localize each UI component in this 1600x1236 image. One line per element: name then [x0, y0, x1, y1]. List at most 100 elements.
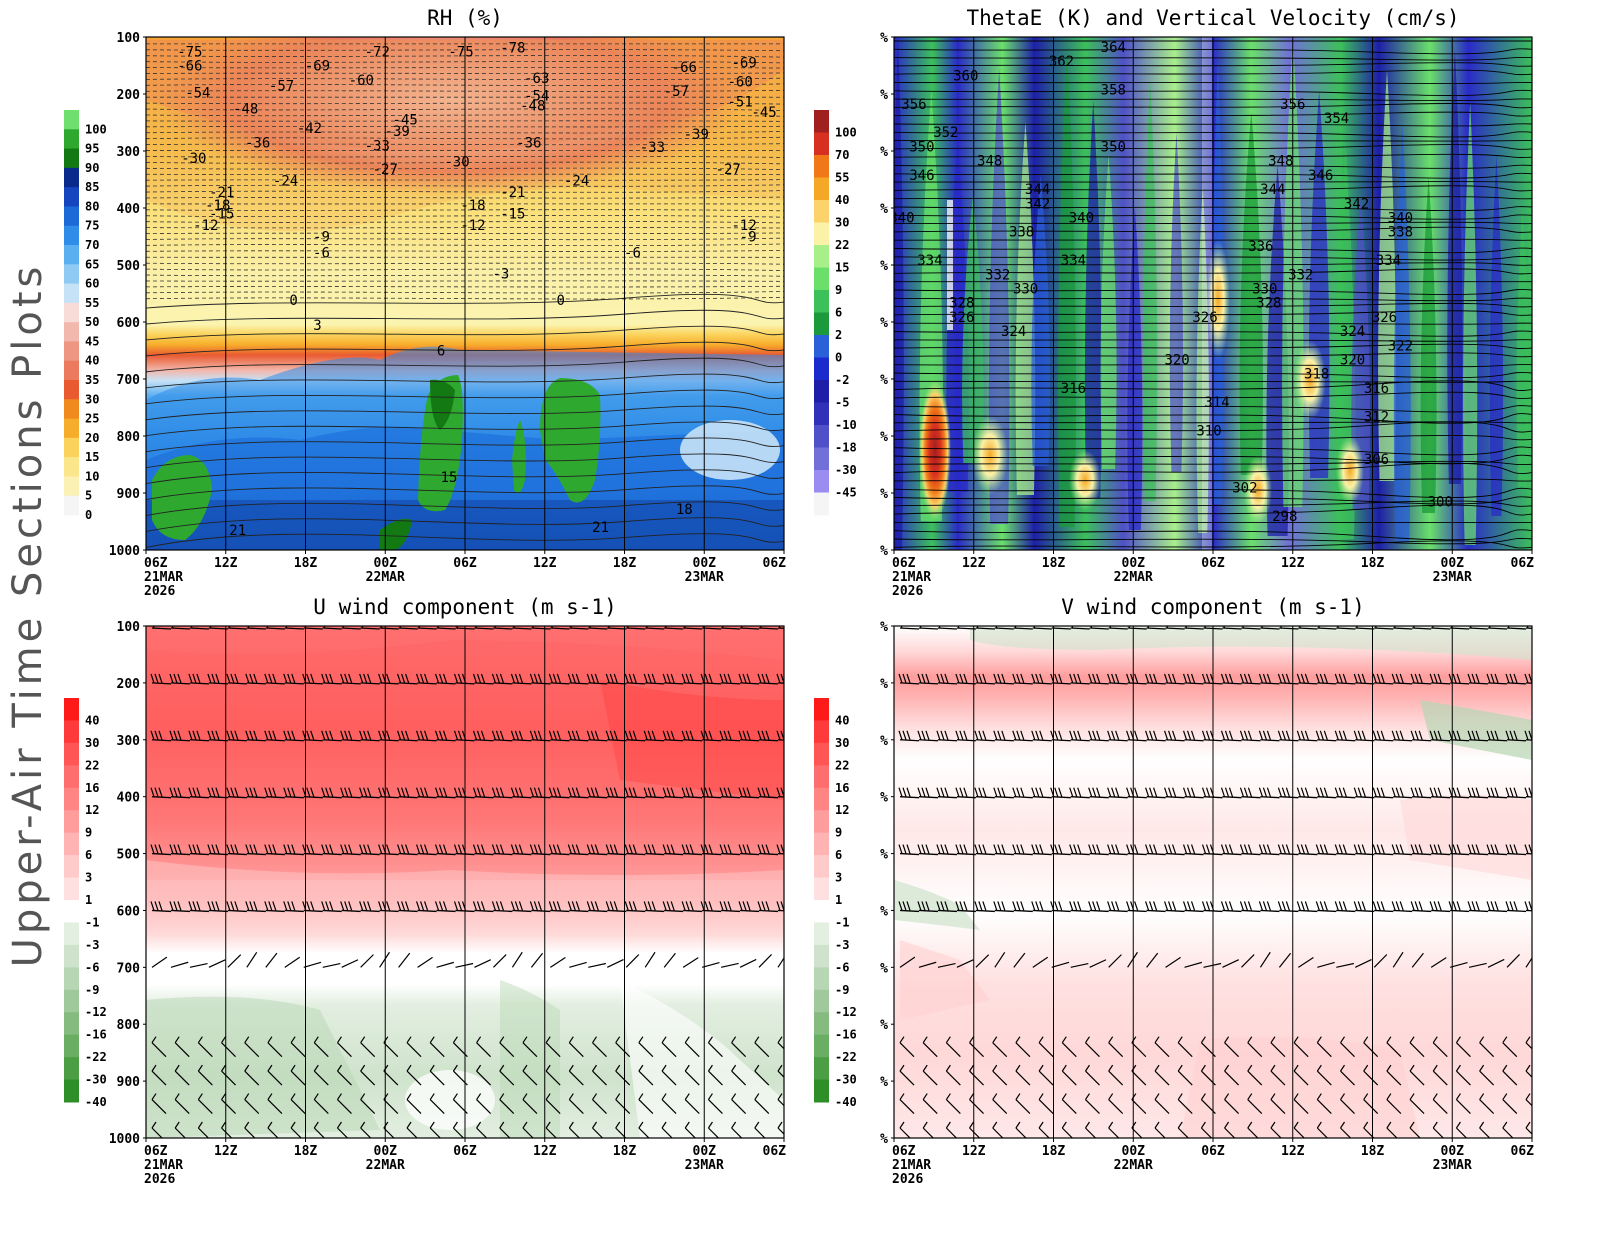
- barb-flag: [378, 730, 383, 740]
- wind-barb: [267, 1064, 283, 1086]
- barb-flag: [586, 844, 591, 854]
- barb-flag: [899, 1036, 905, 1043]
- barb-shaft: [1525, 682, 1532, 684]
- barb-shaft: [313, 1042, 329, 1058]
- barb-shaft: [545, 1127, 557, 1138]
- barb-flag: [1031, 901, 1036, 911]
- wind-barb: [1177, 1121, 1190, 1138]
- barb-flag: [537, 901, 542, 911]
- isentrope: [894, 446, 1532, 456]
- barb-flag: [268, 787, 273, 797]
- barb-flag: [707, 1064, 713, 1072]
- barb-shaft: [1165, 909, 1185, 913]
- barb-flag: [1039, 730, 1044, 740]
- contour-label: -69: [731, 56, 756, 72]
- barb-flag: [429, 1093, 435, 1100]
- wind-barb: [945, 1064, 961, 1086]
- barb-flag: [1281, 787, 1286, 797]
- wind-barb: [1432, 1093, 1448, 1114]
- wind-barb: [1448, 844, 1470, 856]
- wind-barb: [1277, 730, 1299, 742]
- barb-flag: [1149, 787, 1154, 797]
- barb-flag: [472, 673, 478, 684]
- barb-flag: [1220, 844, 1226, 854]
- colorbar-swatch: [814, 922, 829, 946]
- isentrope: [894, 352, 1532, 358]
- barb-flag: [761, 730, 766, 740]
- wind-barb: [955, 673, 976, 685]
- barb-flag: [434, 787, 440, 797]
- wind-barb: [899, 1064, 915, 1086]
- barb-flag: [245, 787, 250, 797]
- barb-flag: [518, 787, 523, 797]
- barb-flag: [1172, 901, 1177, 911]
- barb-shaft: [512, 909, 532, 913]
- wind-barb: [453, 730, 475, 742]
- wind-barb: [472, 787, 494, 799]
- wind-barb: [701, 961, 720, 968]
- colorbar-swatch: [64, 399, 79, 420]
- wind-barb: [739, 958, 757, 968]
- barb-flag: [955, 844, 960, 854]
- barb-flag: [1012, 901, 1017, 911]
- barb-flag: [1015, 1093, 1021, 1100]
- barb-flag: [382, 901, 387, 911]
- wind-barb: [1201, 901, 1223, 913]
- barb-flag: [192, 673, 197, 684]
- barb-shaft: [607, 627, 627, 630]
- barb-shaft: [151, 1127, 163, 1138]
- colorbar-swatch: [814, 765, 829, 789]
- barb-flag: [302, 730, 307, 740]
- colorbar-label: 12: [835, 803, 849, 817]
- barb-shaft: [607, 796, 627, 799]
- wind-barb: [643, 787, 665, 799]
- barb-shaft: [1089, 739, 1109, 742]
- barb-flag: [420, 730, 425, 740]
- wind-barb: [499, 1121, 511, 1138]
- wind-barb: [1164, 673, 1185, 685]
- x-tick-date: 22MAR: [1114, 570, 1153, 585]
- barb-flag: [955, 673, 960, 684]
- barb-shaft: [663, 952, 676, 968]
- dashed-isotherm: [146, 155, 784, 158]
- barb-flag: [1471, 844, 1476, 854]
- barb-flag: [196, 673, 201, 684]
- barb-flag: [1380, 844, 1385, 854]
- wind-barb: [1391, 730, 1413, 742]
- barb-flag: [154, 787, 159, 797]
- colorbar-label: 40: [85, 713, 99, 727]
- colorbar-swatch: [814, 470, 829, 493]
- barb-flag: [777, 1064, 783, 1072]
- barb-shaft: [246, 682, 266, 685]
- barb-shaft: [1317, 627, 1337, 630]
- colorbar-label: -1: [835, 915, 849, 929]
- colorbar-label: 85: [85, 180, 99, 194]
- wind-barb: [1353, 730, 1375, 742]
- wind-barb: [1353, 901, 1375, 913]
- wind-barb: [777, 1036, 784, 1050]
- dashed-isotherm: [146, 67, 784, 69]
- barb-flag: [173, 844, 178, 854]
- barb-flag: [442, 673, 448, 684]
- barb-flag: [272, 730, 277, 740]
- barb-shaft: [1061, 1070, 1077, 1086]
- barb-flag: [1131, 1064, 1137, 1072]
- solid-isotherm: [146, 453, 784, 469]
- barb-flag: [1505, 673, 1510, 684]
- barb-flag: [359, 844, 364, 854]
- barb-flag: [1186, 901, 1192, 911]
- barb-shaft: [1469, 852, 1489, 856]
- barb-flag: [1239, 901, 1245, 911]
- wind-barb: [1296, 787, 1318, 799]
- barb-flag: [704, 730, 709, 740]
- colorbar-label: -3: [835, 938, 849, 952]
- isentrope: [894, 343, 1532, 349]
- colorbar-label: 12: [85, 803, 99, 817]
- barb-flag: [997, 730, 1002, 740]
- wind-barb: [1089, 959, 1107, 968]
- contour-label: 342: [1025, 196, 1050, 212]
- barb-flag: [1285, 787, 1290, 797]
- barb-shaft: [1317, 961, 1335, 968]
- contour-label: 340: [1069, 210, 1094, 226]
- barb-flag: [1479, 1036, 1485, 1043]
